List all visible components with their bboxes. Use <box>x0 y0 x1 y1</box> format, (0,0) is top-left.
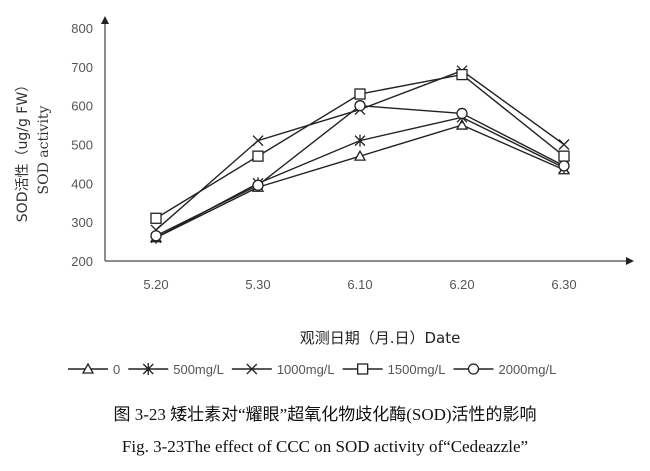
y-tick-label: 700 <box>71 60 93 75</box>
data-point-circle <box>150 230 162 242</box>
legend-marker-x <box>246 363 258 375</box>
data-point-triangle <box>353 149 367 161</box>
x-tick-label: 6.20 <box>449 277 474 292</box>
data-point-triangle <box>455 118 469 130</box>
y-axis-label-en: SOD activity <box>36 105 52 194</box>
y-tick-label: 200 <box>71 254 93 269</box>
legend-label: 500mg/L <box>173 362 224 377</box>
legend-marker-triangle <box>81 362 95 374</box>
data-point-square <box>354 88 366 100</box>
series-2000mg/L <box>150 100 570 242</box>
x-tick-label: 5.30 <box>245 277 270 292</box>
legend-label: 1000mg/L <box>277 362 335 377</box>
legend-item: 500mg/L <box>128 362 224 377</box>
data-point-square <box>456 68 468 81</box>
series-500mg/L <box>150 111 570 244</box>
x-axis-label: 观测日期（月.日）Date <box>300 329 461 347</box>
series-line <box>155 104 565 237</box>
data-point-circle <box>354 100 366 112</box>
caption-zh: 图 3-23 矮壮素对“耀眼”超氧化物歧化酶(SOD)活性的影响 <box>113 405 537 424</box>
legend-item: 2000mg/L <box>453 362 556 377</box>
x-tick-label: 6.30 <box>551 277 576 292</box>
y-tick-label: 500 <box>71 138 93 153</box>
legend-item: 1500mg/L <box>342 362 446 377</box>
y-tick-label: 600 <box>71 99 93 114</box>
data-point-circle <box>558 160 570 172</box>
x-tick-label: 6.10 <box>347 277 372 292</box>
data-point-circle <box>252 179 264 191</box>
legend-label: 2000mg/L <box>498 362 556 377</box>
y-tick-label: 400 <box>71 176 93 191</box>
data-point-square <box>252 150 264 162</box>
legend-marker-asterisk <box>142 363 154 375</box>
caption-en: Fig. 3-23The effect of CCC on SOD activi… <box>121 437 529 456</box>
series-1500mg/L <box>150 68 570 224</box>
data-point-asterisk <box>354 134 366 147</box>
legend-item: 1000mg/L <box>231 362 335 377</box>
legend-item: 0 <box>68 362 120 377</box>
data-point-square <box>150 212 162 224</box>
x-axis-arrow <box>626 257 634 265</box>
data-point-circle <box>456 107 468 120</box>
y-axis-arrow <box>101 16 109 24</box>
data-point-square <box>558 150 570 162</box>
data-point-x <box>558 139 570 150</box>
data-point-x <box>252 135 264 147</box>
legend-label: 0 <box>113 362 120 377</box>
y-axis-label: SOD活性（ug/g FW） <box>15 78 31 222</box>
legend-label: 1500mg/L <box>388 362 446 377</box>
legend-marker-square <box>357 363 369 375</box>
line-chart: SOD活性（ug/g FW） SOD activity 观测日期（月.日）Dat… <box>15 16 634 377</box>
legend-marker-circle <box>467 363 480 375</box>
y-tick-label: 800 <box>71 21 93 36</box>
y-tick-label: 300 <box>71 215 93 230</box>
x-tick-label: 5.20 <box>143 277 168 292</box>
